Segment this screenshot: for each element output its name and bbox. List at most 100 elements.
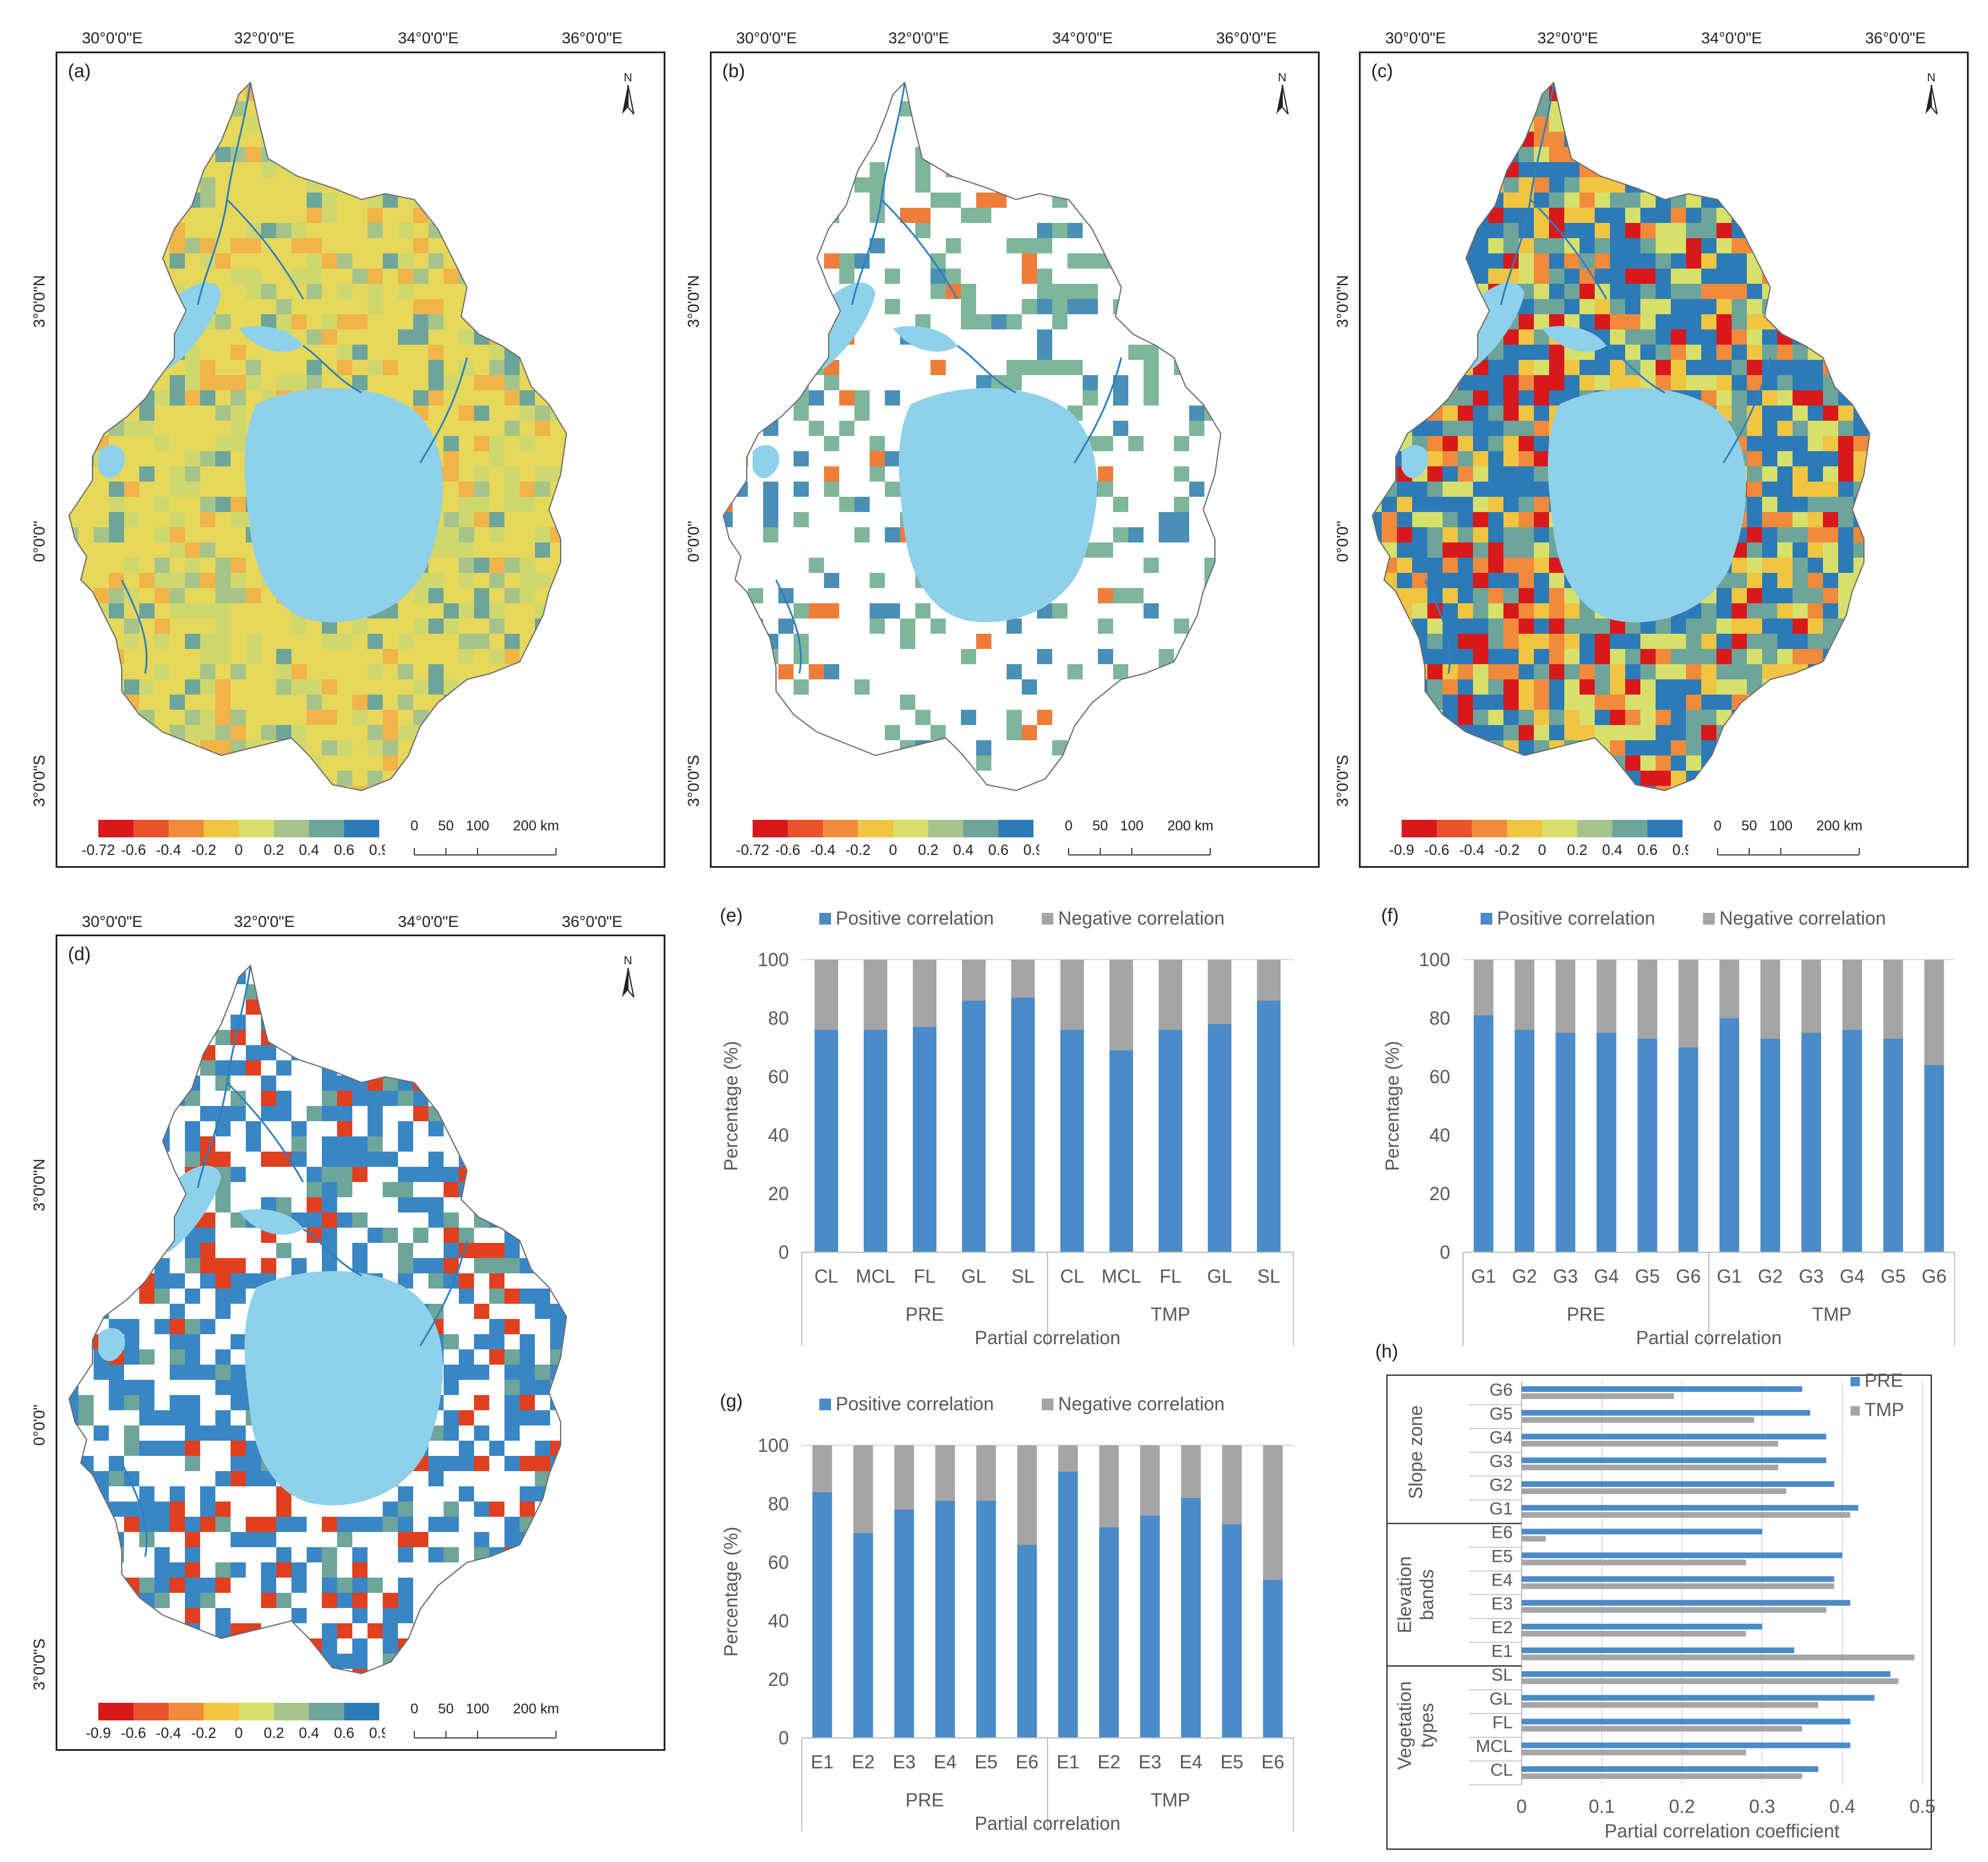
raster-cell xyxy=(1503,497,1519,512)
raster-cell xyxy=(900,801,915,816)
raster-cell xyxy=(291,177,307,193)
raster-cell xyxy=(1503,466,1519,482)
raster-cell xyxy=(489,649,504,664)
raster-cell xyxy=(1823,406,1838,421)
raster-cell xyxy=(1853,345,1869,360)
raster-cell xyxy=(368,649,383,664)
raster-cell xyxy=(1534,253,1549,269)
raster-cell xyxy=(170,695,185,710)
raster-cell xyxy=(1869,360,1870,375)
raster-cell xyxy=(1564,664,1580,679)
raster-cell xyxy=(1732,101,1747,116)
raster-cell xyxy=(1716,588,1732,603)
raster-cell xyxy=(170,466,185,482)
raster-cell xyxy=(200,406,215,421)
raster-cell xyxy=(368,984,383,999)
raster-cell xyxy=(1580,360,1595,375)
raster-cell xyxy=(337,1091,352,1106)
raster-cell xyxy=(1869,710,1870,725)
raster-cell xyxy=(200,1258,215,1273)
raster-cell xyxy=(428,1212,444,1228)
raster-cell xyxy=(581,497,596,512)
raster-cell xyxy=(215,162,231,177)
raster-cell xyxy=(109,1076,124,1091)
raster-cell xyxy=(474,193,489,208)
raster-cell xyxy=(1808,512,1823,527)
raster-cell xyxy=(69,1289,78,1304)
raster-cell xyxy=(1113,740,1128,755)
raster-cell xyxy=(733,193,748,208)
raster-cell xyxy=(474,573,489,588)
raster-cell xyxy=(1412,162,1427,177)
raster-cell xyxy=(185,406,200,421)
raster-cell xyxy=(1823,421,1838,436)
bar-negative xyxy=(912,960,937,1027)
raster-cell xyxy=(1534,740,1549,755)
raster-cell xyxy=(535,497,550,512)
raster-cell xyxy=(215,573,231,588)
raster-cell xyxy=(170,162,185,177)
raster-cell xyxy=(459,679,474,695)
raster-cell xyxy=(78,147,94,162)
raster-cell xyxy=(185,969,200,984)
raster-cell xyxy=(276,1562,291,1578)
raster-cell xyxy=(581,634,596,649)
raster-cell xyxy=(1701,284,1716,299)
raster-cell xyxy=(368,1517,383,1532)
raster-cell xyxy=(1793,679,1808,695)
raster-cell xyxy=(139,512,154,527)
raster-cell xyxy=(489,740,504,755)
raster-cell xyxy=(444,634,459,649)
raster-cell xyxy=(1534,83,1549,86)
raster-cell xyxy=(504,679,520,695)
raster-cell xyxy=(413,116,428,132)
legend-tick-label: -0.9 xyxy=(1389,842,1414,858)
raster-cell xyxy=(1427,542,1443,558)
raster-cell xyxy=(581,284,596,299)
raster-cell xyxy=(474,1091,489,1106)
raster-cell xyxy=(1671,238,1686,253)
raster-cell xyxy=(931,786,946,791)
raster-cell xyxy=(322,801,337,816)
raster-cell xyxy=(1382,116,1397,132)
raster-cell xyxy=(215,558,231,573)
raster-cell xyxy=(78,299,94,314)
raster-cell xyxy=(1701,86,1716,101)
raster-cell xyxy=(246,771,261,786)
legend-swatch xyxy=(1481,913,1492,925)
raster-cell xyxy=(1823,86,1838,101)
raster-cell xyxy=(1427,421,1443,436)
raster-cell xyxy=(474,755,489,771)
raster-cell xyxy=(1610,299,1625,314)
raster-cell xyxy=(550,86,565,101)
raster-cell xyxy=(550,101,565,116)
raster-cell xyxy=(1549,269,1564,284)
raster-cell xyxy=(413,269,428,284)
raster-cell xyxy=(200,710,215,725)
raster-cell xyxy=(1671,695,1686,710)
raster-cell xyxy=(78,603,94,619)
raster-cell xyxy=(78,755,94,771)
raster-cell xyxy=(550,1349,565,1365)
raster-cell xyxy=(931,193,946,208)
raster-cell xyxy=(154,1015,170,1030)
raster-cell xyxy=(504,101,520,116)
raster-cell xyxy=(1443,740,1458,755)
raster-cell xyxy=(1701,725,1716,740)
raster-cell xyxy=(1686,101,1701,116)
raster-cell xyxy=(1747,558,1762,573)
raster-cell xyxy=(1869,527,1870,542)
raster-cell xyxy=(215,314,231,329)
raster-cell xyxy=(185,177,200,193)
raster-cell xyxy=(489,1441,504,1456)
raster-cell xyxy=(1884,679,1899,695)
raster-cell xyxy=(78,436,94,451)
raster-cell xyxy=(1640,740,1656,755)
raster-cell xyxy=(1564,208,1580,223)
raster-cell xyxy=(1458,83,1473,86)
raster-cell xyxy=(1503,375,1519,390)
raster-cell xyxy=(1671,299,1686,314)
raster-cell xyxy=(489,1593,504,1608)
raster-cell xyxy=(231,695,246,710)
raster-cell xyxy=(550,1532,565,1547)
